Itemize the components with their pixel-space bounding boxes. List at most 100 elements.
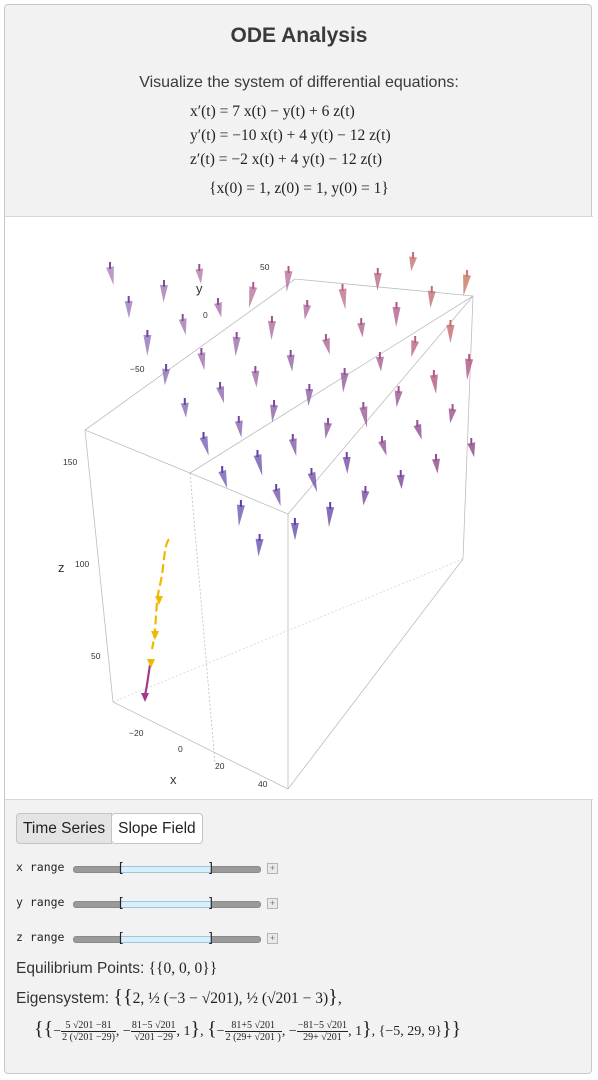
slope-arrow (195, 268, 204, 284)
slope-arrow (284, 270, 293, 292)
eigenvector-1-x: 5 √201 −81 2 (√201 −29) (61, 1020, 116, 1044)
x-range-expand-icon[interactable]: + (267, 863, 278, 874)
slope-arrow (411, 340, 420, 358)
view-tabs: Time Series Slope Field (16, 813, 203, 844)
tab-slope-field[interactable]: Slope Field (111, 813, 203, 844)
bounding-box (84, 278, 474, 790)
slope-field-3d-plot[interactable]: y z x 50 0 −50 150 100 50 −20 0 20 40 (5, 217, 593, 799)
slope-arrow (429, 374, 438, 394)
slope-arrow (467, 442, 476, 458)
slope-arrow (324, 422, 332, 439)
slope-arrow (253, 454, 263, 476)
slope-arrow (375, 356, 384, 372)
slope-arrow (124, 300, 133, 319)
z-range-slider-row: z range [ ] + (16, 930, 286, 950)
slope-field-arrows (106, 252, 476, 557)
y-range-label: y range (16, 895, 65, 909)
y-tick-label: 50 (260, 262, 270, 272)
y-tick-label: −50 (130, 364, 145, 374)
x-range-min-handle[interactable]: [ (117, 861, 125, 876)
slope-arrow (409, 256, 418, 272)
slope-arrow (340, 372, 349, 393)
eigensystem: Eigensystem: {{2, ½ (−3 − √201), ½ (√201… (16, 986, 342, 1008)
y-tick-label: 0 (203, 310, 208, 320)
equilibrium-label: Equilibrium Points: (16, 960, 145, 977)
slope-arrow (392, 306, 401, 328)
x-axis-label: x (170, 772, 177, 787)
slope-arrow (290, 522, 299, 541)
x-tick-label: 40 (258, 779, 268, 789)
slope-arrow (251, 370, 260, 388)
slope-arrow (255, 538, 264, 557)
z-tick-label: 50 (91, 651, 101, 661)
trajectory-arrowhead (155, 596, 163, 605)
y-axis-label: y (196, 281, 203, 296)
equilibrium-value: {{0, 0, 0}} (148, 960, 218, 977)
slope-arrow (234, 420, 243, 438)
slope-arrow (357, 322, 366, 338)
slope-arrow (394, 390, 403, 408)
trajectory-arrowhead (147, 659, 155, 668)
slope-arrow (307, 471, 318, 493)
slope-arrow (361, 490, 370, 506)
equilibrium-points: Equilibrium Points: {{0, 0, 0}} (16, 960, 217, 978)
slope-arrow (465, 358, 474, 381)
z-tick-label: 150 (63, 457, 77, 467)
slope-arrow (214, 302, 222, 318)
y-range-min-handle[interactable]: [ (117, 896, 125, 911)
y-range-interval[interactable] (121, 901, 212, 908)
slope-arrow (248, 286, 258, 308)
tab-time-series[interactable]: Time Series (16, 813, 113, 844)
slope-arrow (218, 469, 228, 489)
slope-arrow (448, 408, 457, 424)
trajectory-end-path (143, 664, 152, 696)
x-range-label: x range (16, 860, 65, 874)
x-tick-label: 20 (215, 761, 225, 771)
z-range-expand-icon[interactable]: + (267, 933, 278, 944)
slope-arrow (272, 488, 281, 507)
trajectory-arrowhead (141, 693, 149, 702)
page-title: ODE Analysis (230, 24, 368, 47)
z-range-max-handle[interactable]: ] (207, 931, 215, 946)
slope-arrow (303, 304, 312, 320)
x-range-interval[interactable] (121, 866, 212, 873)
trajectory-path (150, 538, 170, 650)
trajectory-arrowhead (151, 631, 159, 640)
slope-arrow (446, 324, 455, 344)
equation-x: x′(t) = 7 x(t) − y(t) + 6 z(t) (190, 103, 355, 120)
y-range-max-handle[interactable]: ] (207, 896, 215, 911)
page-subtitle: Visualize the system of differential equ… (139, 74, 459, 91)
slope-arrow (267, 320, 276, 341)
slope-field-plot-panel[interactable]: y z x 50 0 −50 150 100 50 −20 0 20 40 (5, 216, 593, 800)
slope-arrow (463, 274, 471, 296)
z-range-label: z range (16, 930, 65, 944)
slope-arrow (322, 338, 330, 355)
slope-arrow (359, 406, 368, 428)
slope-arrow (342, 456, 351, 474)
slope-arrow (305, 388, 314, 407)
slope-arrow (199, 435, 209, 456)
z-range-min-handle[interactable]: [ (117, 931, 125, 946)
slope-arrow (106, 266, 114, 286)
eigenvector-2-x: 81+5 √201 2 (29+ √201 ) (224, 1020, 282, 1044)
slope-arrow (326, 506, 335, 528)
slope-arrow (378, 439, 387, 456)
eigenvector-1-y: 81−5 √201 √201 −29 (130, 1020, 177, 1044)
slope-arrow (236, 504, 245, 527)
z-tick-label: 100 (75, 559, 89, 569)
x-tick-label: 0 (178, 744, 183, 754)
eigenvectors: {{− 5 √201 −81 2 (√201 −29), −81−5 √201 √20… (34, 1018, 462, 1044)
eigenvalue-2: ½ (−3 − √201) (148, 990, 239, 1007)
slope-arrow (178, 318, 187, 335)
x-range-max-handle[interactable]: ] (207, 861, 215, 876)
x-tick-label: −20 (129, 728, 144, 738)
slope-arrow (270, 404, 279, 423)
initial-conditions: {x(0) = 1, z(0) = 1, y(0) = 1} (209, 180, 389, 197)
eigenvalue-1: 2 (132, 990, 141, 1007)
eigenvalue-3: ½ (√201 − 3) (246, 990, 329, 1007)
z-range-interval[interactable] (121, 936, 212, 943)
x-range-slider-row: x range [ ] + (16, 860, 286, 880)
equation-y: y′(t) = −10 x(t) + 4 y(t) − 12 z(t) (190, 127, 391, 144)
y-range-expand-icon[interactable]: + (267, 898, 278, 909)
slope-arrow (216, 386, 224, 404)
